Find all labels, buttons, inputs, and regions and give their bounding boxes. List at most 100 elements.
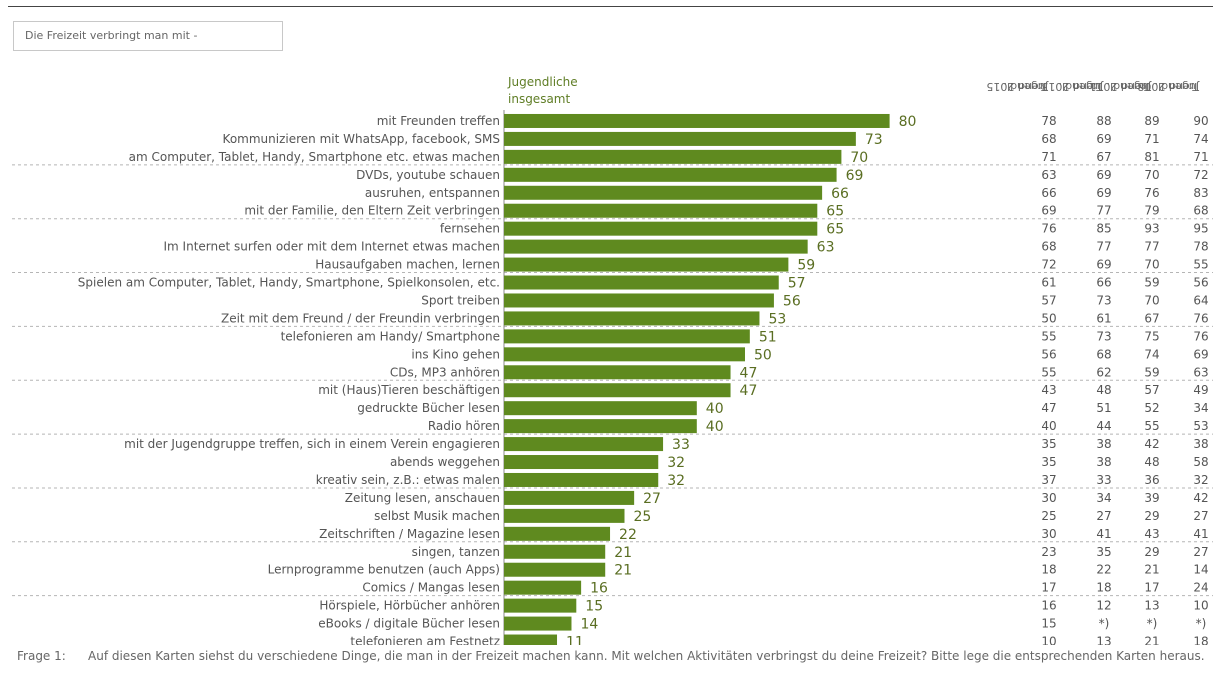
bar: [504, 526, 611, 541]
trend-value: 36: [1144, 473, 1159, 487]
bar: [504, 419, 697, 434]
bar-chart: mit Freunden treffen 80 78 88 89 90 Kommunizie…: [12, 110, 1213, 645]
trend-value: 55: [1041, 365, 1056, 379]
value-label: 40: [706, 419, 724, 435]
footer-text: Auf diesen Karten siehst du verschiedene…: [88, 649, 1205, 663]
trend-value: 68: [1096, 347, 1111, 361]
category-label: Hörspiele, Hörbücher anhören: [319, 599, 500, 613]
trend-value: 68: [1193, 204, 1208, 218]
trend-value: 25: [1041, 509, 1056, 523]
value-label: 63: [817, 240, 835, 256]
category-label: CDs, MP3 anhören: [390, 365, 500, 379]
value-label: 27: [643, 491, 661, 507]
top-rule: [8, 6, 1213, 7]
trend-value: 29: [1144, 545, 1159, 559]
trend-value: 66: [1041, 186, 1056, 200]
trend-value: 44: [1096, 419, 1111, 433]
category-label: Zeit mit dem Freund / der Freundin verbr…: [221, 311, 500, 325]
trend-value: 24: [1193, 581, 1208, 595]
trend-value: 68: [1041, 240, 1056, 254]
bar: [504, 508, 625, 523]
trend-value: 23: [1041, 545, 1056, 559]
category-label: mit Freunden treffen: [377, 114, 500, 128]
question-box: Die Freizeit verbringt man mit -: [13, 21, 283, 51]
trend-value: 16: [1041, 599, 1056, 613]
trend-value: 43: [1144, 527, 1159, 541]
value-label: 70: [850, 150, 868, 166]
bar: [504, 131, 856, 146]
trend-value: 35: [1041, 437, 1056, 451]
trend-value: 76: [1041, 222, 1056, 236]
trend-value: 27: [1096, 509, 1111, 523]
trend-value: 71: [1144, 132, 1159, 146]
value-label: 11: [566, 635, 584, 645]
trend-value: 34: [1193, 401, 1208, 415]
category-label: Im Internet surfen oder mit dem Internet…: [164, 240, 500, 254]
trend-value: 17: [1041, 581, 1056, 595]
category-label: Sport treiben: [421, 293, 500, 307]
trend-value: 90: [1193, 114, 1208, 128]
trend-value: 38: [1096, 437, 1111, 451]
trend-value: 67: [1144, 311, 1159, 325]
trend-value: 77: [1096, 240, 1111, 254]
bar: [504, 275, 779, 290]
trend-value: 38: [1096, 455, 1111, 469]
trend-value: 18: [1041, 563, 1056, 577]
value-label: 57: [788, 276, 806, 292]
trend-value: 72: [1193, 168, 1208, 182]
trend-value: 70: [1144, 258, 1159, 272]
trend-value: 53: [1193, 419, 1208, 433]
trend-value: 12: [1096, 599, 1111, 613]
trend-value: 48: [1096, 383, 1111, 397]
value-label: 80: [899, 114, 917, 130]
bar: [504, 311, 760, 326]
trend-value: 59: [1144, 276, 1159, 290]
category-label: gedruckte Bücher lesen: [357, 401, 500, 415]
trend-value: 95: [1193, 222, 1208, 236]
trend-value: 78: [1193, 240, 1208, 254]
trend-value: 49: [1193, 383, 1208, 397]
value-label: 50: [754, 347, 772, 363]
trend-value: 27: [1193, 509, 1208, 523]
bar: [504, 329, 750, 344]
trend-value: 70: [1144, 293, 1159, 307]
trend-value: 17: [1144, 581, 1159, 595]
trend-value: 27: [1193, 545, 1208, 559]
trend-value: 73: [1096, 293, 1111, 307]
value-label: 21: [614, 563, 632, 579]
bar: [504, 383, 731, 398]
trend-value: 74: [1144, 347, 1159, 361]
trend-value: 78: [1041, 114, 1056, 128]
trend-value: 18: [1193, 635, 1208, 645]
trend-value: 69: [1041, 204, 1056, 218]
bar: [504, 598, 577, 613]
category-label: ausruhen, entspannen: [365, 186, 500, 200]
trend-value: *): [1099, 617, 1110, 631]
trend-value: 43: [1041, 383, 1056, 397]
value-label: 22: [619, 527, 637, 543]
trend-value: 70: [1144, 168, 1159, 182]
category-label: selbst Musik machen: [374, 509, 500, 523]
value-label: 14: [580, 617, 598, 633]
trend-value: 67: [1096, 150, 1111, 164]
footer-label: Frage 1:: [17, 649, 66, 663]
trend-value: 22: [1096, 563, 1111, 577]
trend-value: 34: [1096, 491, 1111, 505]
trend-value: 14: [1193, 563, 1208, 577]
category-label: Lernprogramme benutzen (auch Apps): [268, 563, 500, 577]
value-label: 15: [585, 599, 603, 615]
trend-value: 55: [1041, 329, 1056, 343]
trend-value: 59: [1144, 365, 1159, 379]
bar: [504, 580, 582, 595]
category-label: ins Kino gehen: [411, 347, 500, 361]
bar: [504, 634, 558, 645]
trend-value: 47: [1041, 401, 1056, 415]
trend-value: 93: [1144, 222, 1159, 236]
value-label: 47: [740, 365, 758, 381]
value-label: 73: [865, 132, 883, 148]
trend-value: 83: [1193, 186, 1208, 200]
category-label: DVDs, youtube schauen: [356, 168, 500, 182]
trend-value: 76: [1144, 186, 1159, 200]
category-label: mit der Jugendgruppe treffen, sich in ei…: [124, 437, 500, 451]
bar: [504, 472, 659, 487]
